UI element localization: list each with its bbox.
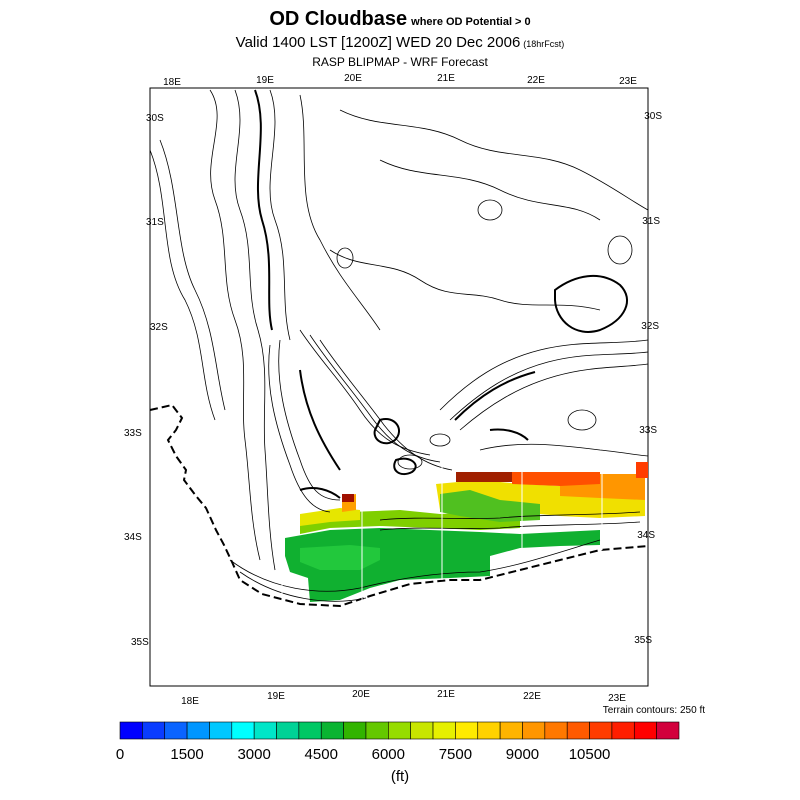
colorbar-box — [656, 721, 680, 740]
colorbar-tick-label: 10500 — [569, 746, 611, 763]
lon-label-top: 23E — [619, 76, 637, 87]
colorbar-box — [365, 721, 389, 740]
field-green-east — [440, 490, 540, 522]
lon-label-top: 19E — [256, 75, 274, 86]
colorbar-box — [388, 721, 411, 740]
graticule — [281, 460, 603, 600]
colorbar-box — [276, 721, 300, 740]
colorbar-box — [343, 721, 367, 740]
colorbar-box — [589, 721, 613, 740]
colorbar-tick-label: 0 — [116, 746, 124, 763]
colorbar-tick-label: 1500 — [170, 746, 203, 763]
lon-label-bottom: 18E — [181, 696, 199, 707]
lat-label-left: 31S — [146, 217, 164, 228]
colorbar-tick-label: 9000 — [506, 746, 539, 763]
lon-label-bottom: 19E — [267, 691, 285, 702]
colorbar-box — [298, 721, 322, 740]
terrain-contour-note: Terrain contours: 250 ft — [602, 705, 705, 716]
lat-label-left: 34S — [124, 532, 142, 543]
colorbar-box — [522, 721, 546, 740]
colorbar-box — [499, 721, 523, 740]
colorbar-box — [544, 721, 568, 740]
colorbar-box — [142, 721, 166, 740]
lon-labels-bottom: 18E 19E 20E 21E 22E 23E — [181, 689, 626, 707]
colorbar-box — [611, 721, 635, 740]
lon-label-top: 20E — [344, 73, 362, 84]
map-frame — [149, 87, 649, 687]
lon-label-top: 18E — [163, 77, 181, 88]
colorbar-box — [231, 721, 255, 740]
colorbar-tick-label: 4500 — [305, 746, 338, 763]
colorbar-boxes — [119, 721, 680, 740]
colorbar-box — [320, 721, 344, 740]
lon-label-bottom: 20E — [352, 689, 370, 700]
lat-label-left: 35S — [131, 637, 149, 648]
colorbar-box — [455, 721, 479, 740]
lon-label-top: 22E — [527, 75, 545, 86]
lon-label-bottom: 21E — [437, 689, 455, 700]
cloudbase-field — [285, 462, 648, 602]
lat-label-right: 34S — [637, 530, 655, 541]
colorbar-tick-label: 3000 — [237, 746, 270, 763]
colorbar-box — [432, 721, 456, 740]
colorbar-tick-label: 6000 — [372, 746, 405, 763]
colorbar-ticks: 0 1500 3000 4500 6000 7500 9000 10500 — [116, 746, 611, 763]
field-red-corner — [636, 462, 648, 478]
field-darkred-west — [342, 494, 354, 502]
source-line: RASP BLIPMAP - WRF Forecast — [312, 55, 488, 69]
lat-label-right: 30S — [644, 111, 662, 122]
colorbar-box — [633, 721, 657, 740]
lat-label-right: 32S — [641, 321, 659, 332]
lat-label-left: 33S — [124, 428, 142, 439]
colorbar-box — [253, 721, 277, 740]
colorbar-box — [119, 721, 143, 740]
colorbar-box — [186, 721, 210, 740]
field-yellow-west — [300, 508, 360, 526]
lon-label-bottom: 22E — [523, 691, 541, 702]
colorbar-unit: (ft) — [390, 768, 410, 785]
lat-labels-right: 30S 31S 32S 33S 34S 35S — [634, 111, 662, 646]
lat-label-right: 33S — [639, 425, 657, 436]
lat-label-right: 31S — [642, 216, 660, 227]
lat-labels-left: 30S 31S 32S 33S 34S 35S — [124, 113, 168, 648]
colorbar-box — [566, 721, 590, 740]
colorbar-tick-label: 7500 — [439, 746, 472, 763]
valid-time-text: Valid 1400 LST [1200Z] WED 20 Dec 2006 — [235, 34, 521, 51]
forecast-hours: (18hrFcst) — [523, 39, 565, 49]
field-red-east — [512, 472, 600, 486]
field-green-light — [300, 545, 380, 570]
lon-label-bottom: 23E — [608, 693, 626, 704]
title-qualifier: where OD Potential > 0 — [411, 16, 531, 28]
terrain-contours — [149, 89, 649, 602]
lat-label-left: 32S — [150, 322, 168, 333]
colorbar-box — [209, 721, 233, 740]
field-darkred-east — [456, 472, 512, 482]
plot-title: OD Cloudbase where OD Potential > 0 — [0, 8, 800, 31]
colorbar-box — [164, 721, 188, 740]
lat-label-right: 35S — [634, 635, 652, 646]
valid-time-line: Valid 1400 LST [1200Z] WED 20 Dec 2006 (1… — [0, 34, 800, 51]
colorbar-box — [410, 721, 434, 740]
lon-labels-top: 18E 19E 20E 21E 22E 23E — [163, 73, 637, 88]
bold-contours — [254, 89, 629, 499]
lat-label-left: 30S — [146, 113, 164, 124]
coastline — [149, 403, 649, 608]
title-main: OD Cloudbase — [269, 8, 408, 30]
lon-label-top: 21E — [437, 73, 455, 84]
colorbar-box — [477, 721, 501, 740]
